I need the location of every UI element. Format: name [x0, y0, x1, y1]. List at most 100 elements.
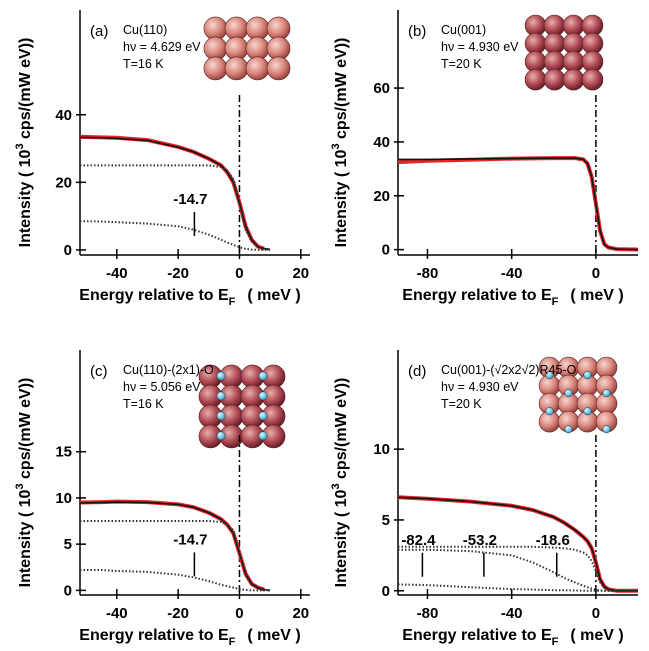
oxygen — [216, 431, 226, 441]
oxygen — [216, 411, 226, 421]
atom — [203, 56, 228, 81]
data-line — [80, 569, 271, 592]
atom — [266, 16, 291, 41]
x-label-text: Energy relative to E — [79, 287, 229, 304]
crystal-inset — [198, 364, 286, 449]
y-axis-label: Intensity ( 103 cps/(mW eV)) — [330, 38, 350, 248]
atom — [224, 16, 249, 41]
y-label-sup: 3 — [330, 143, 342, 149]
marker-label: -14.7 — [173, 191, 207, 208]
y-label-unit: cps/(mW eV)) — [333, 378, 350, 484]
y-axis-label: Intensity ( 103 cps/(mW eV)) — [14, 378, 34, 588]
y-tick-label: 0 — [64, 582, 72, 599]
panel: 0 20 40 -40 -20 0 20 -14.7 (a) Cu(110) hν = 4.629 … — [14, 10, 310, 308]
x-tick-label: -40 — [106, 265, 128, 282]
x-tick-label: 0 — [592, 265, 600, 282]
y-tick-label: 0 — [382, 583, 390, 600]
data-line — [80, 520, 271, 592]
x-tick-label: 20 — [292, 265, 309, 282]
y-axis-label: Intensity ( 103 cps/(mW eV)) — [14, 38, 34, 248]
y-label-text: Intensity ( 10 — [17, 149, 34, 247]
atom — [266, 36, 291, 61]
atom — [224, 56, 249, 81]
x-label-text: Energy relative to E — [79, 627, 229, 644]
x-label-unit: ( meV ) — [570, 627, 623, 644]
oxygen — [564, 389, 573, 398]
panel-label: (b) — [408, 23, 426, 40]
y-label-text: Intensity ( 10 — [17, 489, 34, 587]
x-label-sub: F — [229, 296, 236, 308]
atom — [245, 56, 270, 81]
panel-label: (a) — [90, 23, 108, 40]
x-label-sub: F — [229, 636, 236, 648]
x-label-text: Energy relative to E — [402, 287, 552, 304]
y-tick-label: 20 — [373, 188, 390, 205]
annotation: hν = 4.930 eV — [441, 380, 519, 394]
x-label-sub: F — [552, 636, 559, 648]
x-axis-label: Energy relative to EF ( meV ) — [402, 627, 623, 648]
x-tick-label: -80 — [417, 265, 439, 282]
annotation: T=16 K — [123, 57, 164, 71]
oxygen — [564, 425, 573, 434]
atom — [266, 56, 291, 81]
atom — [203, 36, 228, 61]
y-tick-label: 5 — [382, 512, 390, 529]
panel: 0 20 40 60 -80 -40 0 (b) Cu(001) hν = 4.930 eV T=2… — [330, 10, 639, 308]
y-label-unit: cps/(mW eV)) — [333, 38, 350, 144]
y-tick-label: 40 — [373, 134, 390, 151]
y-label-text: Intensity ( 10 — [333, 489, 350, 587]
x-tick-label: -40 — [501, 605, 523, 622]
atom — [245, 16, 270, 41]
annotation: Cu(110) — [123, 23, 167, 37]
data-line — [398, 545, 638, 592]
y-tick-label: 10 — [373, 441, 390, 458]
annotation: hν = 4.629 eV — [123, 40, 201, 54]
crystal-inset — [524, 14, 604, 91]
annotation: Cu(110)-(2x1)-O — [123, 363, 214, 377]
x-tick-label: 0 — [592, 605, 600, 622]
x-tick-label: -20 — [167, 605, 189, 622]
x-label-unit: ( meV ) — [247, 627, 300, 644]
y-tick-label: 20 — [55, 174, 72, 191]
data-line — [79, 220, 271, 251]
y-tick-label: 0 — [382, 242, 390, 259]
x-label-text: Energy relative to E — [402, 627, 552, 644]
x-tick-label: 0 — [235, 265, 243, 282]
annotation: hν = 4.930 eV — [441, 40, 519, 54]
marker-label: -18.6 — [536, 532, 570, 549]
y-label-unit: cps/(mW eV)) — [17, 378, 34, 484]
panel-label: (c) — [90, 363, 108, 380]
y-tick-label: 15 — [55, 444, 72, 461]
panel-label: (d) — [408, 363, 426, 380]
annotation: hν = 5.056 eV — [123, 380, 201, 394]
oxygen — [258, 391, 268, 401]
y-tick-label: 60 — [373, 80, 390, 97]
y-label-sup: 3 — [330, 483, 342, 489]
x-tick-label: -20 — [167, 265, 189, 282]
annotation: Cu(001)-(√2x2√2)R45-O — [441, 363, 577, 377]
y-label-unit: cps/(mW eV)) — [17, 38, 34, 144]
oxygen — [258, 371, 268, 381]
atom — [245, 36, 270, 61]
oxygen — [545, 407, 554, 416]
x-tick-label: -40 — [501, 265, 523, 282]
atom — [562, 68, 585, 91]
crystal-inset — [203, 16, 291, 81]
marker-label: -14.7 — [173, 531, 207, 548]
marker-label: -82.4 — [401, 532, 436, 549]
x-tick-label: 0 — [235, 605, 243, 622]
atom — [224, 36, 249, 61]
annotation: T=16 K — [123, 397, 164, 411]
y-tick-label: 40 — [55, 107, 72, 124]
y-tick-label: 10 — [55, 490, 72, 507]
y-label-sup: 3 — [14, 483, 26, 489]
atom — [203, 16, 228, 41]
y-label-sup: 3 — [14, 143, 26, 149]
panel: 0 5 10 -80 -40 0 -82.4 -53.2 -18.6 (d) Cu(001)-(√2… — [330, 350, 638, 648]
oxygen — [602, 425, 611, 434]
x-tick-label: -40 — [106, 605, 128, 622]
y-tick-label: 5 — [64, 536, 72, 553]
panel: 0 5 10 15 -40 -20 0 20 -14.7 (c) Cu(110)-(2x1)-O hν… — [14, 350, 310, 648]
x-axis-label: Energy relative to EF ( meV ) — [79, 287, 300, 308]
data-line — [397, 583, 638, 592]
